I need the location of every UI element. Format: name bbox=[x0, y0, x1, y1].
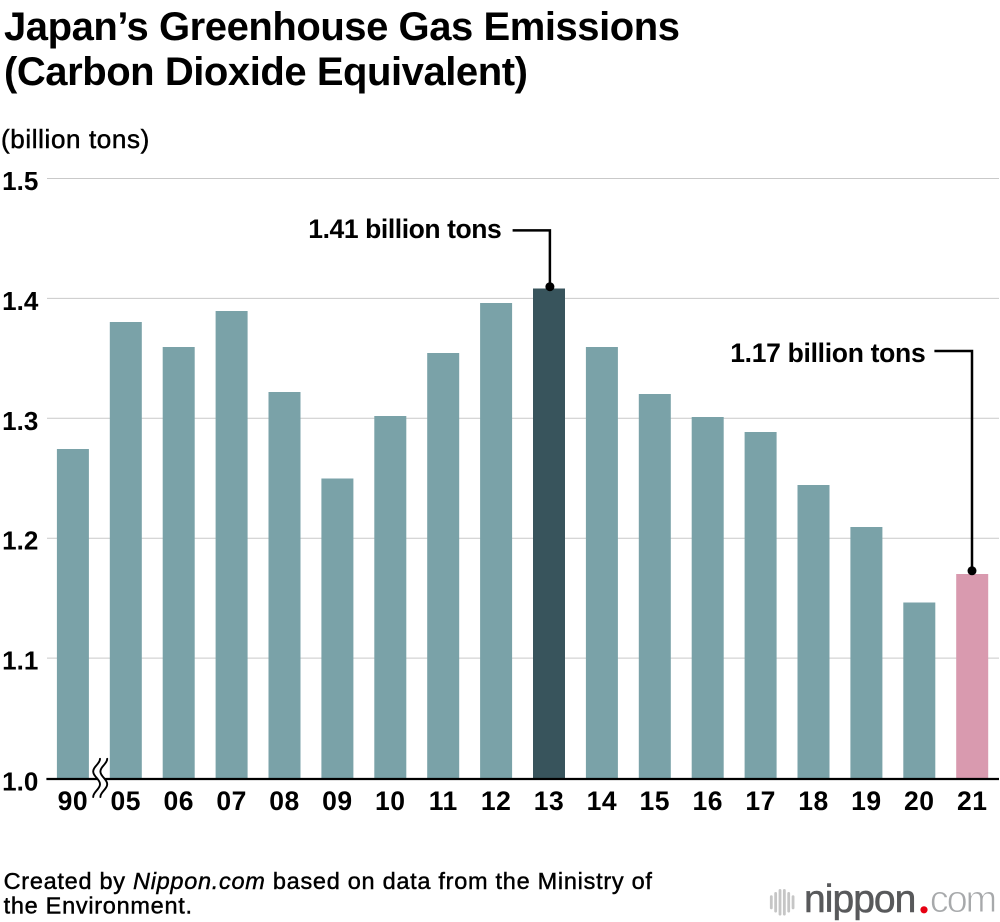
svg-text:09: 09 bbox=[322, 786, 352, 816]
svg-text:17: 17 bbox=[745, 786, 775, 816]
svg-text:1.5: 1.5 bbox=[2, 166, 38, 196]
svg-text:(Carbon Dioxide Equivalent): (Carbon Dioxide Equivalent) bbox=[4, 50, 527, 94]
svg-text:07: 07 bbox=[216, 786, 246, 816]
svg-text:1.3: 1.3 bbox=[2, 406, 38, 436]
svg-text:05: 05 bbox=[111, 786, 141, 816]
svg-text:1.0: 1.0 bbox=[2, 767, 38, 797]
svg-text:11: 11 bbox=[429, 786, 458, 816]
svg-text:12: 12 bbox=[481, 786, 511, 816]
svg-text:1.1: 1.1 bbox=[2, 646, 38, 676]
svg-text:15: 15 bbox=[640, 786, 670, 816]
svg-text:Created by Nippon.com based on: Created by Nippon.com based on data from… bbox=[4, 868, 653, 894]
svg-text:90: 90 bbox=[58, 786, 88, 816]
svg-text:1.4: 1.4 bbox=[2, 286, 39, 316]
svg-text:08: 08 bbox=[269, 786, 299, 816]
svg-text:06: 06 bbox=[163, 786, 193, 816]
svg-text:19: 19 bbox=[851, 786, 881, 816]
svg-text:(billion tons): (billion tons) bbox=[1, 124, 150, 154]
svg-text:1.17 billion tons: 1.17 billion tons bbox=[730, 338, 925, 368]
svg-text:14: 14 bbox=[587, 786, 617, 816]
svg-text:1.41 billion tons: 1.41 billion tons bbox=[308, 214, 501, 244]
svg-text:18: 18 bbox=[798, 786, 828, 816]
svg-text:com: com bbox=[930, 879, 996, 921]
svg-text:13: 13 bbox=[534, 786, 564, 816]
svg-text:1.2: 1.2 bbox=[2, 526, 38, 556]
svg-text:Japan’s Greenhouse Gas Emissio: Japan’s Greenhouse Gas Emissions bbox=[4, 5, 680, 49]
svg-text:10: 10 bbox=[375, 786, 405, 816]
svg-text:16: 16 bbox=[692, 786, 722, 816]
svg-text:nippon: nippon bbox=[804, 878, 915, 921]
svg-text:the Environment.: the Environment. bbox=[4, 893, 193, 919]
svg-text:20: 20 bbox=[904, 786, 934, 816]
svg-text:21: 21 bbox=[957, 786, 987, 816]
